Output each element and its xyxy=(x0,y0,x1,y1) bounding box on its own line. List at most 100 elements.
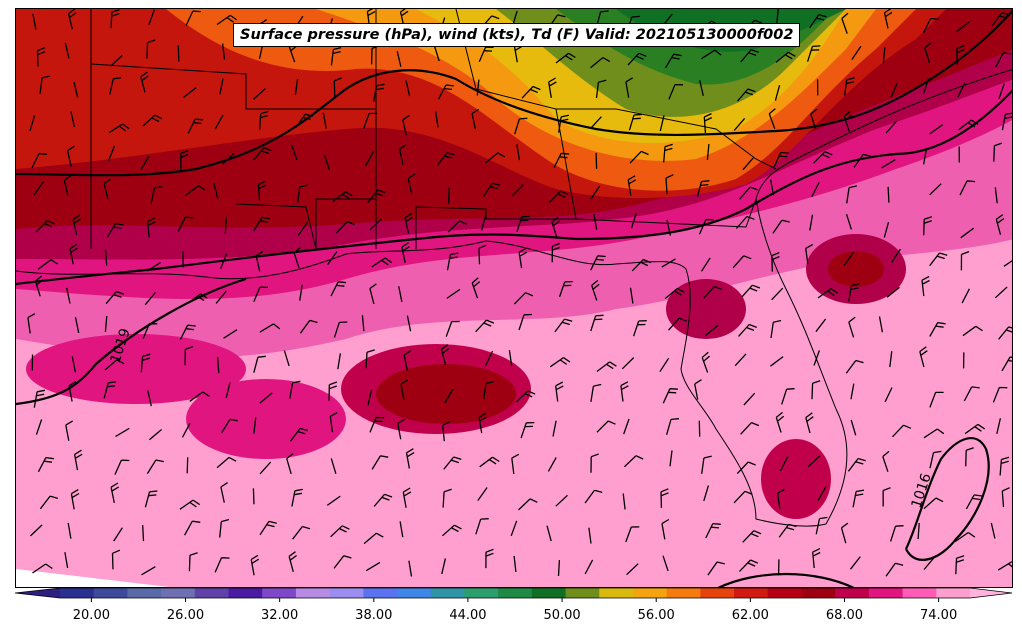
wind-barb xyxy=(36,47,46,67)
wind-barb xyxy=(222,152,235,165)
wind-barb xyxy=(546,525,552,542)
colorbar-over-arrow xyxy=(970,588,1012,598)
wind-barb xyxy=(150,186,163,204)
wind-barb xyxy=(441,558,447,575)
wind-barb xyxy=(188,552,198,572)
colorbar-swatch xyxy=(262,588,297,598)
colorbar-swatch xyxy=(194,588,230,598)
wind-barb xyxy=(554,318,573,333)
colorbar-swatch xyxy=(632,588,668,598)
wind-barb xyxy=(772,219,790,234)
wind-barb xyxy=(849,556,861,570)
wind-barb xyxy=(924,42,932,64)
colorbar-swatch xyxy=(936,588,971,598)
wind-barb xyxy=(768,108,776,130)
wind-barb xyxy=(216,357,220,374)
wind-barb xyxy=(992,386,1008,403)
wind-barb xyxy=(735,215,755,229)
wind-barb xyxy=(883,9,893,29)
wind-barb xyxy=(189,391,210,402)
wind-barb xyxy=(511,184,524,197)
wind-barb xyxy=(291,144,298,161)
wind-barb xyxy=(886,286,900,298)
wind-barb xyxy=(770,319,782,339)
wind-barb xyxy=(148,9,155,26)
wind-barb xyxy=(665,418,680,435)
wind-barb xyxy=(700,49,722,60)
wind-barb xyxy=(595,79,607,99)
wind-barb xyxy=(964,423,986,435)
wind-barb xyxy=(253,88,266,100)
wind-barb xyxy=(923,216,933,236)
wind-barb xyxy=(629,287,634,304)
wind-barb xyxy=(177,216,194,232)
wind-barb xyxy=(815,318,827,333)
wind-barb xyxy=(447,220,468,233)
wind-barb xyxy=(774,85,781,101)
wind-barb xyxy=(103,178,112,200)
colorbar-swatch xyxy=(329,588,364,598)
colorbar-swatch xyxy=(127,588,162,598)
wind-barb xyxy=(555,52,576,64)
wind-barb xyxy=(515,390,536,403)
wind-barb xyxy=(142,114,163,127)
wind-barb xyxy=(482,182,501,198)
colorbar-tick-label: 20.00 xyxy=(73,608,110,623)
colorbar-swatch xyxy=(228,588,263,598)
wind-barb xyxy=(625,77,634,98)
wind-barb xyxy=(66,287,71,304)
wind-barb xyxy=(776,488,785,510)
wind-barb xyxy=(809,14,827,29)
wind-barb xyxy=(850,383,855,400)
wind-barb xyxy=(996,418,1002,435)
wind-barb xyxy=(406,315,412,332)
wind-barb xyxy=(485,548,494,569)
wind-barb xyxy=(848,283,860,302)
wind-barb xyxy=(662,388,678,404)
wind-barb xyxy=(595,152,598,169)
wind-barb xyxy=(843,77,855,96)
wind-barb xyxy=(444,388,454,404)
wind-barb xyxy=(882,450,890,472)
isobars xyxy=(16,9,1012,587)
wind-barb xyxy=(659,115,665,132)
wind-barb xyxy=(109,77,122,95)
wind-barb xyxy=(558,280,573,298)
wind-barb xyxy=(852,489,865,508)
wind-barb xyxy=(32,563,53,574)
wind-barb xyxy=(33,389,46,408)
wind-barb xyxy=(740,49,759,63)
wind-barb xyxy=(440,344,450,365)
wind-barb xyxy=(590,116,602,129)
wind-barb xyxy=(929,124,943,135)
colorbar-tick-label: 50.00 xyxy=(543,608,580,623)
wind-barb xyxy=(479,456,500,468)
wind-barb xyxy=(104,359,125,371)
wind-barb xyxy=(885,562,904,577)
wind-barb xyxy=(179,499,201,510)
wind-barb xyxy=(401,242,410,263)
wind-barb xyxy=(257,180,267,201)
colorbar-swatches xyxy=(14,587,1013,599)
wind-barb xyxy=(219,518,230,538)
colorbar-outline xyxy=(14,587,1013,599)
wind-barb xyxy=(73,81,79,98)
wind-barb xyxy=(253,216,271,232)
wind-barb xyxy=(363,532,384,545)
colorbar: 20.00 26.00 32.00 38.00 44.00 50.00 56.00 62.00… xyxy=(14,587,1013,623)
wind-barb xyxy=(929,391,944,408)
wind-barb xyxy=(480,214,487,231)
wind-barb xyxy=(810,108,818,130)
wind-barb xyxy=(890,83,898,99)
wind-barb xyxy=(1001,487,1010,508)
wind-barb xyxy=(807,455,821,468)
wind-barb xyxy=(596,420,616,433)
wind-barb xyxy=(929,321,946,337)
wind-barb xyxy=(483,381,494,400)
wind-barb xyxy=(846,185,858,204)
colorbar-tick-label: 62.00 xyxy=(732,608,769,623)
wind-barb xyxy=(733,490,753,504)
wind-barb xyxy=(590,453,599,473)
wind-barb xyxy=(513,292,534,305)
wind-barb xyxy=(848,316,856,338)
